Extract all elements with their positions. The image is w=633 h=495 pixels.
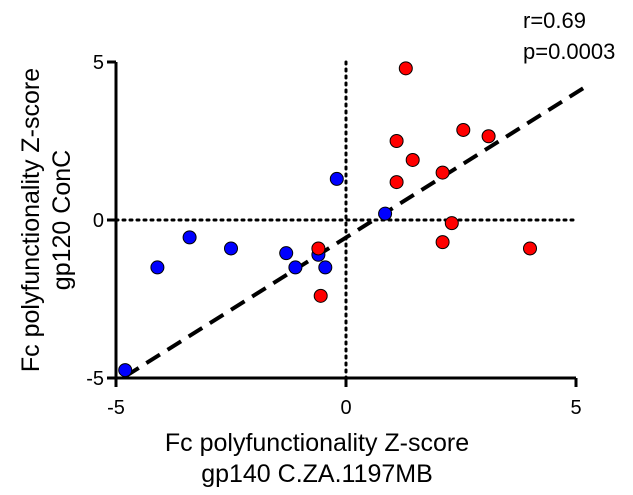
y-tick-label: 0 (93, 210, 104, 232)
y-axis-title-line-2: gp120 ConC (48, 150, 76, 290)
regression-line (124, 82, 591, 379)
blue-data-point (224, 241, 238, 256)
y-axis-title-line-1: Fc polyfunctionality Z-score (17, 68, 45, 372)
blue-data-point (118, 363, 133, 378)
blue-data-point (378, 206, 393, 221)
r-value-label: r=0.69 (523, 8, 586, 33)
red-data-point (523, 241, 537, 256)
red-data-point (456, 122, 471, 137)
blue-data-point (288, 260, 303, 275)
red-data-point (389, 134, 404, 148)
red-data-point (435, 165, 450, 180)
red-data-point (481, 129, 496, 144)
blue-data-point (329, 171, 344, 186)
red-data-point (444, 216, 459, 231)
data-points (118, 61, 537, 378)
y-tick-label: -5 (86, 368, 104, 390)
blue-data-point (182, 230, 197, 245)
stat-annotations: r=0.69 p=0.0003 (523, 8, 615, 64)
blue-data-point (150, 260, 165, 275)
fit-line-layer (124, 82, 591, 379)
x-axis-title-line-1: Fc polyfunctionality Z-score (165, 429, 469, 457)
axes: -5 0 5 -5 0 5 (86, 52, 581, 419)
blue-data-point (318, 260, 333, 275)
x-axis-title-line-2: gp140 C.ZA.1197MB (201, 460, 433, 488)
y-tick-label: 5 (93, 52, 104, 74)
red-data-point (405, 152, 420, 167)
x-tick-label: 0 (340, 397, 351, 419)
x-tick-label: 5 (570, 397, 581, 419)
reference-lines (114, 60, 578, 380)
red-data-point (435, 235, 450, 250)
p-value-label: p=0.0003 (523, 39, 615, 64)
blue-data-point (279, 246, 294, 261)
red-data-point (398, 61, 413, 76)
red-data-point (389, 175, 404, 190)
red-data-point (311, 241, 326, 256)
x-tick-label: -5 (107, 397, 125, 419)
axis-labels: Fc polyfunctionality Z-score gp140 C.ZA.1… (17, 68, 469, 488)
red-data-point (313, 288, 328, 303)
